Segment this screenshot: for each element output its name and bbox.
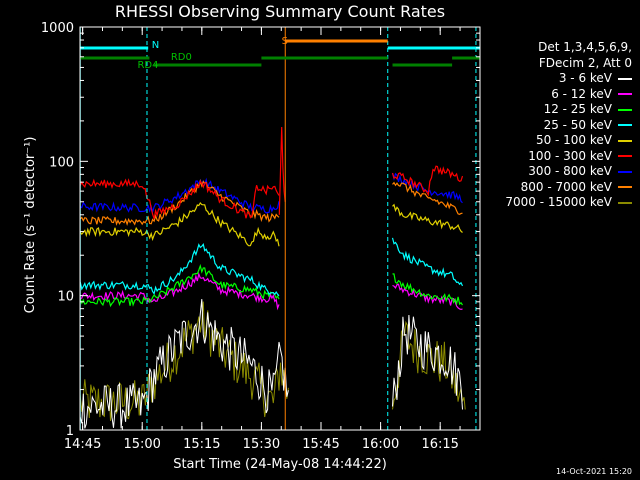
legend-label: 25 - 50 keV	[543, 117, 612, 132]
legend-header-2: FDecim 2, Att 0	[538, 55, 632, 70]
y-tick-label-1: 10	[57, 290, 74, 305]
series-line-3to6keV-0	[79, 299, 289, 429]
legend-item: 12 - 25 keV	[452, 102, 632, 118]
legend-swatch	[618, 155, 632, 158]
legend-swatch	[618, 124, 632, 127]
legend-item: 25 - 50 keV	[452, 118, 632, 134]
flag-label-rd4: RD4	[137, 60, 158, 71]
legend-item: 800 - 7000 keV	[452, 180, 632, 196]
x-tick-label-0: 14:45	[64, 437, 101, 452]
legend-item: 3 - 6 keV	[452, 71, 632, 87]
x-tick-label-6: 16:15	[421, 437, 458, 452]
legend-swatch	[618, 93, 632, 96]
y-axis-label: Count Rate (s⁻¹ detector⁻¹)	[23, 137, 38, 314]
legend-item: 50 - 100 keV	[452, 133, 632, 149]
series-line-100to300keV-1	[391, 165, 464, 197]
series-line-50to100keV-0	[79, 202, 280, 247]
series-line-6to12keV-0	[80, 272, 280, 311]
y-tick-label-0: 1	[66, 424, 74, 439]
series-line-12to25keV-1	[392, 273, 463, 306]
x-tick-label-1: 15:00	[123, 437, 160, 452]
legend-label: 12 - 25 keV	[543, 102, 612, 116]
series-line-800to7000keV-1	[392, 181, 463, 215]
legend-swatch	[618, 139, 632, 142]
legend-label: 800 - 7000 keV	[520, 179, 612, 194]
x-tick-label-4: 15:45	[302, 437, 339, 452]
series-line-25to50keV-1	[391, 237, 464, 287]
legend-swatch	[618, 186, 632, 189]
legend-swatch	[618, 170, 632, 173]
plot-frame	[79, 26, 481, 431]
legend-item: 7000 - 15000 keV	[452, 195, 632, 211]
y-tick-label-3: 1000	[41, 21, 74, 36]
series-line-3to6keV-1	[392, 314, 463, 410]
flag-label-n: N	[152, 40, 159, 51]
series-line-25to50keV-0	[79, 243, 280, 297]
legend-swatch	[618, 108, 632, 111]
series-line-50to100keV-1	[392, 203, 463, 233]
flag-label-s: S	[282, 36, 288, 47]
y-tick-label-2: 100	[49, 155, 74, 170]
x-axis-label: Start Time (24-May-08 14:44:22)	[173, 457, 387, 472]
x-tick-label-5: 16:00	[362, 437, 399, 452]
series-line-100to300keV-0	[79, 178, 280, 219]
legend: Det 1,3,4,5,6,9, FDecim 2, Att 0 3 - 6 k…	[452, 40, 632, 211]
series-line-6to12keV-1	[392, 283, 463, 311]
flag-label-rd0: RD0	[171, 52, 192, 63]
legend-item: 100 - 300 keV	[452, 149, 632, 165]
legend-item: 6 - 12 keV	[452, 87, 632, 103]
legend-label: 7000 - 15000 keV	[505, 195, 612, 209]
legend-label: 100 - 300 keV	[528, 148, 612, 163]
chart-title: RHESSI Observing Summary Count Rates	[115, 2, 445, 21]
timestamp-footer: 14-Oct-2021 15:20	[556, 467, 632, 476]
legend-item: 300 - 800 keV	[452, 164, 632, 180]
legend-swatch	[618, 201, 632, 204]
series-line-300to800keV-0	[79, 177, 280, 214]
series-line-300to800keV-1	[391, 172, 463, 204]
legend-label: 50 - 100 keV	[535, 133, 612, 147]
legend-swatch	[618, 77, 632, 80]
legend-header-1: Det 1,3,4,5,6,9,	[538, 40, 632, 54]
legend-label: 3 - 6 keV	[558, 71, 612, 85]
flare-spike-line	[278, 126, 286, 215]
x-tick-label-3: 15:30	[243, 437, 280, 452]
legend-label: 300 - 800 keV	[528, 164, 612, 178]
x-tick-label-2: 15:15	[183, 437, 220, 452]
legend-label: 6 - 12 keV	[551, 86, 612, 101]
series-line-12to25keV-0	[79, 263, 280, 308]
